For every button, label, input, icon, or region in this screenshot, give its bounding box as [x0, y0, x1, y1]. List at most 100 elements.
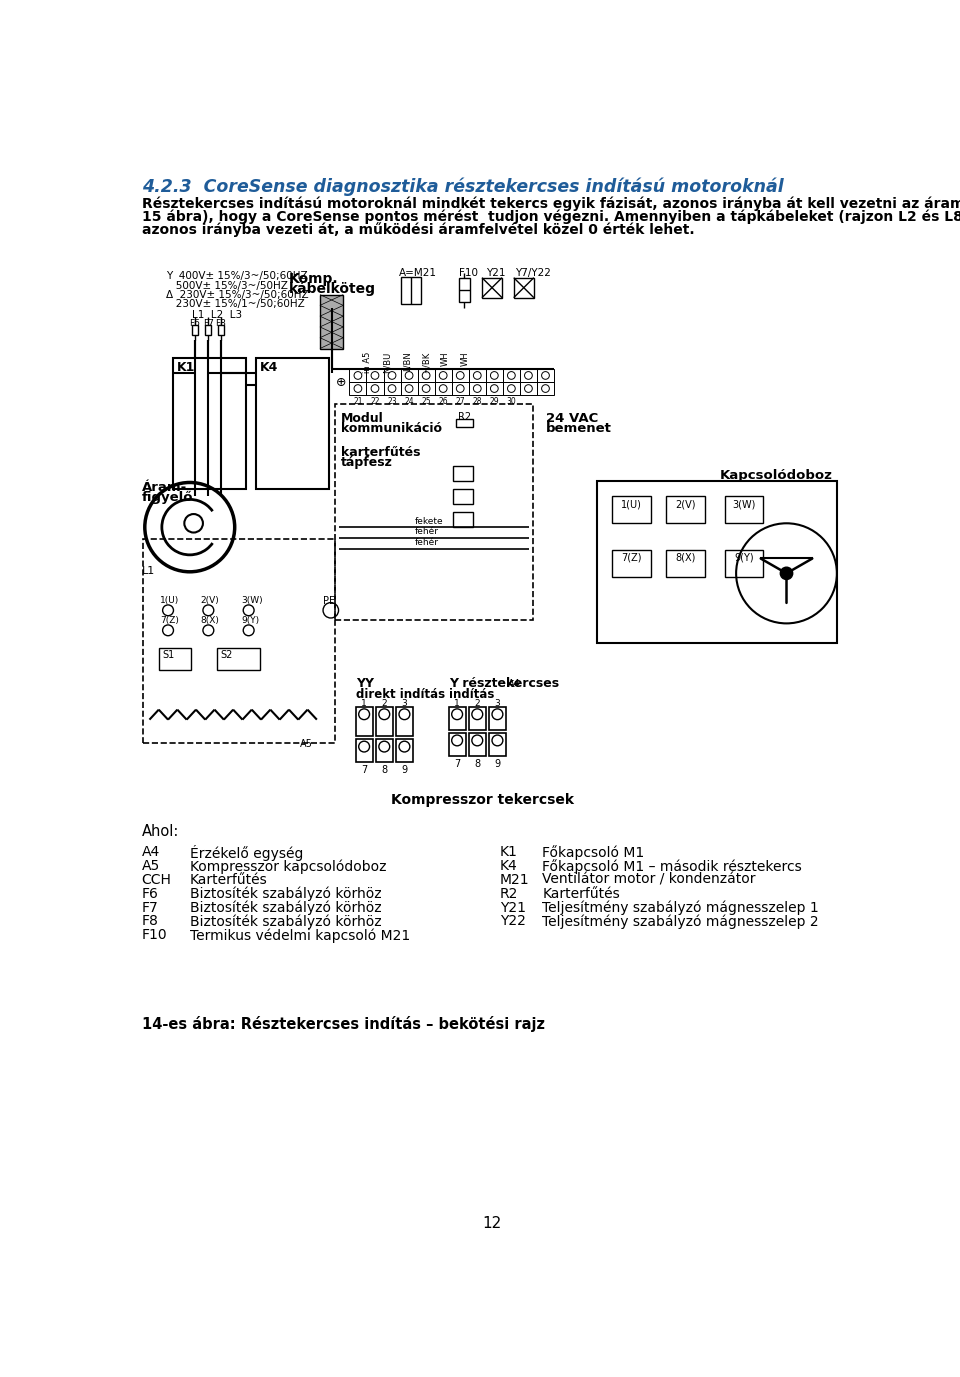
Bar	[192, 325, 199, 336]
Text: 8: 8	[381, 766, 387, 775]
Text: fehér: fehér	[415, 538, 439, 547]
Bar	[520, 369, 537, 383]
Text: 500V± 15%/3~/50HZ: 500V± 15%/3~/50HZ	[166, 281, 288, 291]
Bar	[320, 295, 344, 348]
Text: Kompresszor tekercsek: Kompresszor tekercsek	[392, 793, 574, 807]
Circle shape	[780, 567, 793, 580]
Text: WH: WH	[461, 351, 469, 366]
Bar	[503, 383, 520, 395]
Text: 1: 1	[361, 700, 367, 708]
Text: 8: 8	[474, 759, 480, 768]
Text: F7: F7	[203, 319, 214, 328]
Text: M21: M21	[500, 873, 529, 887]
Text: 22: 22	[371, 397, 380, 406]
Bar	[725, 496, 763, 523]
Text: CCH: CCH	[142, 873, 172, 887]
Text: Résztekercses indítású motoroknál mindkét tekercs egyik fázisát, azonos irányba : Résztekercses indítású motoroknál mindké…	[142, 196, 960, 211]
Text: 24: 24	[404, 397, 414, 406]
Bar	[489, 733, 506, 756]
Bar	[205, 325, 211, 336]
Bar	[452, 383, 468, 395]
Bar	[612, 551, 651, 577]
Text: Főkapcsoló M1 – második résztekercs: Főkapcsoló M1 – második résztekercs	[542, 859, 803, 874]
Bar	[396, 706, 413, 735]
Text: kábelköteg: kábelköteg	[289, 281, 376, 296]
Text: A5: A5	[142, 859, 160, 873]
Text: 3(W): 3(W)	[732, 498, 756, 509]
Text: ~/BK: ~/BK	[421, 351, 431, 373]
Text: Főkapcsoló M1: Főkapcsoló M1	[542, 845, 644, 861]
Text: R2: R2	[458, 412, 471, 421]
Bar	[400, 383, 418, 395]
Bar	[218, 325, 224, 336]
Bar	[173, 358, 247, 489]
Bar	[349, 369, 367, 383]
Text: karterfűtés: karterfűtés	[341, 446, 420, 460]
Bar	[514, 278, 534, 297]
Text: 24 VAC: 24 VAC	[546, 412, 598, 424]
Text: tápfesz: tápfesz	[341, 456, 393, 470]
Text: 1: 1	[454, 700, 460, 708]
Text: 3: 3	[401, 700, 407, 708]
Text: 8(X): 8(X)	[676, 554, 696, 563]
Bar	[452, 369, 468, 383]
Bar	[453, 489, 472, 504]
Text: 8(X): 8(X)	[201, 617, 220, 625]
Text: Y21: Y21	[500, 901, 526, 914]
Bar	[459, 278, 469, 303]
Text: Termikus védelmi kapcsoló M21: Termikus védelmi kapcsoló M21	[190, 928, 410, 943]
Text: F8: F8	[142, 914, 158, 928]
Text: Érzékelő egység: Érzékelő egység	[190, 845, 303, 861]
Text: K4: K4	[500, 859, 517, 873]
Text: 28: 28	[472, 397, 482, 406]
Text: 14-es ábra: Résztekercses indítás – bekötési rajz: 14-es ábra: Résztekercses indítás – bekö…	[142, 1016, 544, 1033]
Bar	[612, 496, 651, 523]
Text: 2(V): 2(V)	[676, 498, 696, 509]
Text: 4.2.3  CoreSense diagnosztika résztekercses indítású motoroknál: 4.2.3 CoreSense diagnosztika résztekercs…	[142, 178, 783, 196]
Text: YY: YY	[356, 677, 374, 690]
Text: 25: 25	[421, 397, 431, 406]
Bar	[486, 383, 503, 395]
Bar	[349, 383, 367, 395]
Text: Y  400V± 15%/3~/50;60HZ: Y 400V± 15%/3~/50;60HZ	[166, 271, 308, 281]
Text: F8: F8	[215, 319, 227, 328]
Text: Biztosíték szabályzó körhöz: Biztosíték szabályzó körhöz	[190, 887, 381, 901]
Text: 2: 2	[474, 700, 480, 708]
Text: Kompresszor kapcsolódoboz: Kompresszor kapcsolódoboz	[190, 859, 386, 873]
Text: Biztosíték szabályzó körhöz: Biztosíték szabályzó körhöz	[190, 914, 381, 929]
Text: fehér: fehér	[415, 527, 439, 537]
Text: ⊕: ⊕	[335, 376, 346, 388]
Text: F6: F6	[142, 887, 158, 901]
Text: 9(Y): 9(Y)	[734, 554, 754, 563]
Bar	[143, 538, 335, 742]
Text: 15 ábra), hogy a CoreSense pontos mérést  tudjon végezni. Amennyiben a tápkábele: 15 ábra), hogy a CoreSense pontos mérést…	[142, 209, 960, 223]
Bar	[468, 369, 486, 383]
Bar	[375, 739, 393, 761]
Bar	[725, 551, 763, 577]
Bar	[537, 369, 554, 383]
Text: F7: F7	[142, 901, 158, 914]
Bar	[537, 383, 554, 395]
Text: F10: F10	[459, 267, 478, 278]
Text: 27: 27	[455, 397, 465, 406]
Text: 23: 23	[387, 397, 396, 406]
Bar	[355, 739, 372, 761]
Text: Y21: Y21	[486, 267, 505, 278]
Text: A5: A5	[300, 739, 313, 749]
Text: fekete: fekete	[415, 516, 444, 526]
Text: F10: F10	[142, 928, 167, 942]
Text: Δ  230V± 15%/3~/50;60HZ: Δ 230V± 15%/3~/50;60HZ	[166, 291, 309, 300]
Bar	[448, 706, 466, 730]
Bar	[435, 369, 452, 383]
Bar	[489, 706, 506, 730]
Text: figyelő: figyelő	[142, 492, 193, 504]
Text: L/BN: L/BN	[402, 351, 411, 372]
Bar	[158, 649, 191, 669]
Text: Karterfűtés: Karterfűtés	[190, 873, 268, 887]
Bar	[468, 706, 486, 730]
Text: kommunikáció: kommunikáció	[341, 421, 442, 435]
Text: 21: 21	[353, 397, 363, 406]
Bar	[468, 733, 486, 756]
Text: 3(W): 3(W)	[241, 596, 262, 606]
Bar	[456, 420, 472, 427]
